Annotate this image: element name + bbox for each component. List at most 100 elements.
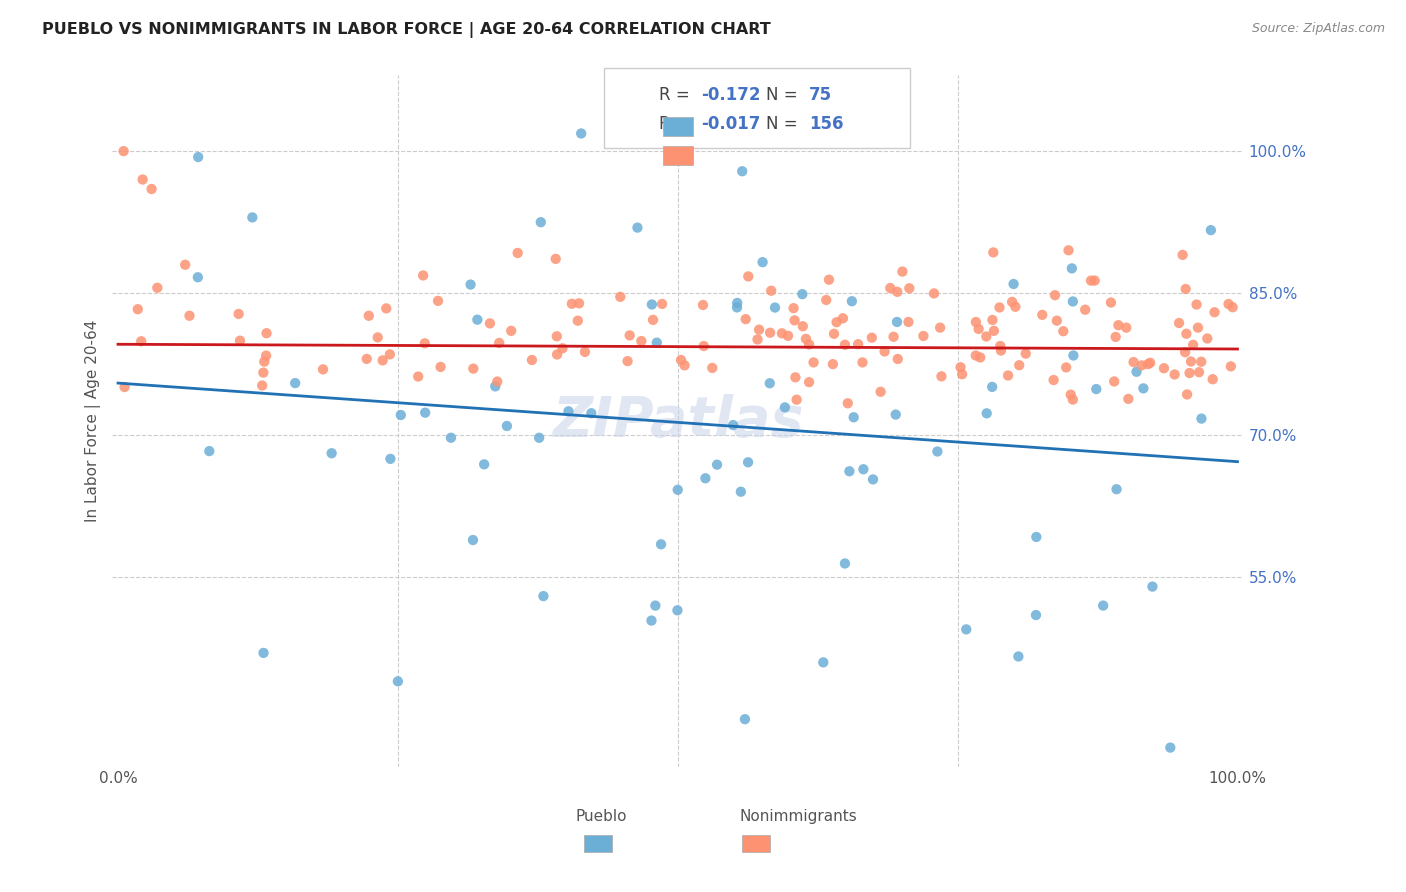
Point [1099,295,1122,310]
Point [803,355,825,369]
Point [1052,324,1074,338]
Point [478,317,501,331]
Point [879,281,901,295]
Point [692,298,714,312]
Point [730,484,752,499]
Point [131,172,153,186]
Point [792,287,814,301]
Point [1085,382,1108,396]
Point [981,245,1004,260]
Text: N =: N = [766,86,803,103]
Point [834,557,856,571]
Point [1002,277,1025,291]
Point [440,431,463,445]
Point [567,314,589,328]
Point [886,285,908,299]
Point [1178,366,1201,380]
Point [467,312,489,326]
Point [357,309,380,323]
Point [1142,580,1164,594]
Point [897,315,920,329]
Point [1105,482,1128,496]
Point [1062,294,1084,309]
Point [1218,297,1240,311]
Point [927,444,949,458]
Point [530,215,553,229]
Point [981,313,1004,327]
Point [666,603,689,617]
Point [406,369,429,384]
Point [1043,288,1066,302]
Point [531,589,554,603]
Point [650,537,672,551]
Text: Nonimmigrants: Nonimmigrants [740,809,858,824]
Point [240,211,263,225]
Point [1015,346,1038,360]
Point [1222,300,1244,314]
Point [747,333,769,347]
Point [965,315,987,329]
Point [842,410,865,425]
Point [1187,320,1209,334]
Point [1031,308,1053,322]
Point [761,284,783,298]
Point [748,323,770,337]
Point [988,301,1011,315]
Point [821,357,844,371]
Point [429,359,451,374]
Point [461,533,484,547]
Point [965,349,987,363]
Point [463,361,485,376]
Text: R =: R = [658,86,695,103]
Point [527,431,550,445]
Point [1046,313,1069,327]
Point [389,408,412,422]
Point [644,599,666,613]
Point [832,311,855,326]
Text: -0.172: -0.172 [702,86,761,103]
Point [721,418,744,433]
Point [886,315,908,329]
Point [141,182,163,196]
Point [1025,608,1047,623]
Text: R =: R = [658,115,695,133]
Point [837,396,859,410]
Text: 75: 75 [808,86,832,103]
Point [785,370,807,384]
Point [187,270,209,285]
Point [852,462,875,476]
Point [1204,305,1226,319]
Point [1137,357,1160,371]
Point [1153,361,1175,376]
Point [569,127,592,141]
Point [645,335,668,350]
Point [546,329,568,343]
Point [486,375,509,389]
Point [371,353,394,368]
Point [1057,244,1080,258]
Point [1189,355,1212,369]
Point [1168,316,1191,330]
Point [630,334,652,348]
Point [1062,392,1084,407]
Point [1175,387,1198,401]
Point [252,646,274,660]
Point [841,294,863,309]
Point [763,301,786,315]
Point [891,264,914,278]
Point [731,164,754,178]
Point [751,255,773,269]
Point [546,347,568,361]
Point [1185,297,1208,311]
Point [706,458,728,472]
Point [838,464,860,478]
Point [825,315,848,329]
Point [581,406,603,420]
Point [851,355,873,369]
Point [551,341,574,355]
Point [1180,354,1202,368]
Point [673,359,696,373]
Point [887,351,910,366]
Point [609,290,631,304]
Point [1105,330,1128,344]
